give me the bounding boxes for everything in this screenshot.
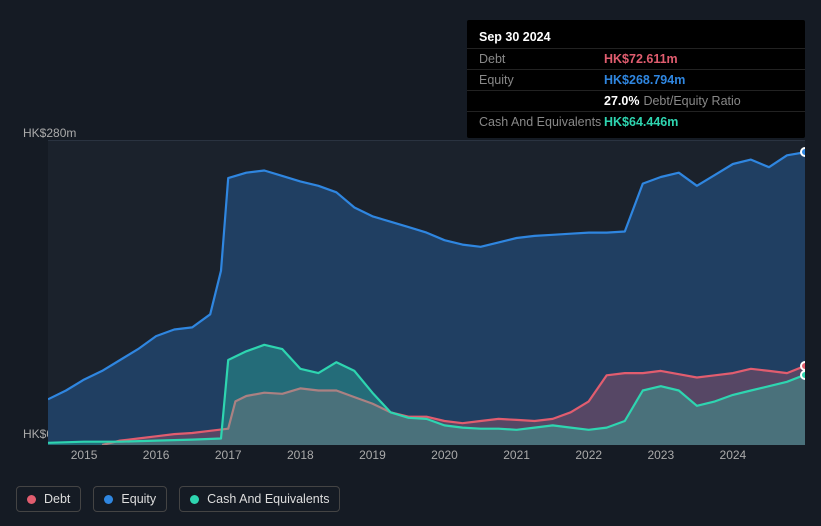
- tooltip-row-label: Cash And Equivalents: [479, 115, 604, 129]
- legend-dot-icon: [190, 495, 199, 504]
- tooltip-row-label: Equity: [479, 73, 604, 87]
- x-axis-tick: 2020: [431, 448, 458, 462]
- chart-svg: [48, 140, 805, 445]
- legend-label: Cash And Equivalents: [207, 492, 329, 506]
- legend-item-cash[interactable]: Cash And Equivalents: [179, 486, 340, 512]
- x-axis-tick: 2015: [71, 448, 98, 462]
- tooltip-row: EquityHK$268.794m: [467, 69, 805, 90]
- legend-label: Equity: [121, 492, 156, 506]
- x-axis-tick: 2016: [143, 448, 170, 462]
- x-axis-tick: 2021: [503, 448, 530, 462]
- tooltip-ratio-label: Debt/Equity Ratio: [643, 94, 740, 108]
- hover-marker-cash: [800, 370, 805, 380]
- tooltip-row-label: Debt: [479, 52, 604, 66]
- tooltip-row-value: HK$268.794m: [604, 73, 685, 87]
- tooltip-row-value: HK$64.446m: [604, 115, 678, 129]
- tooltip-date: Sep 30 2024: [467, 26, 805, 48]
- hover-marker-equity: [800, 147, 805, 157]
- tooltip-row: DebtHK$72.611m: [467, 48, 805, 69]
- y-axis-label-max: HK$280m: [23, 126, 76, 140]
- chart-plot-area[interactable]: [48, 140, 805, 445]
- legend-dot-icon: [104, 495, 113, 504]
- x-axis-tick: 2022: [575, 448, 602, 462]
- hover-tooltip: Sep 30 2024 DebtHK$72.611mEquityHK$268.7…: [467, 20, 805, 138]
- legend-item-debt[interactable]: Debt: [16, 486, 81, 512]
- legend-item-equity[interactable]: Equity: [93, 486, 167, 512]
- legend-dot-icon: [27, 495, 36, 504]
- x-axis-tick: 2018: [287, 448, 314, 462]
- x-axis-tick: 2024: [720, 448, 747, 462]
- tooltip-row-value: HK$72.611m: [604, 52, 678, 66]
- tooltip-row: 27.0% Debt/Equity Ratio: [467, 90, 805, 111]
- x-axis-tick: 2019: [359, 448, 386, 462]
- chart-legend: Debt Equity Cash And Equivalents: [16, 486, 340, 512]
- x-axis-tick: 2017: [215, 448, 242, 462]
- debt-equity-chart: HK$280m HK$0 201520162017201820192020202…: [0, 120, 821, 470]
- legend-label: Debt: [44, 492, 70, 506]
- x-axis-tick: 2023: [647, 448, 674, 462]
- tooltip-row: Cash And EquivalentsHK$64.446m: [467, 111, 805, 132]
- tooltip-ratio-pct: 27.0%: [604, 94, 639, 108]
- x-axis: 2015 2016 2017 2018 2019 2020 2021 2022 2023 2024: [48, 448, 805, 468]
